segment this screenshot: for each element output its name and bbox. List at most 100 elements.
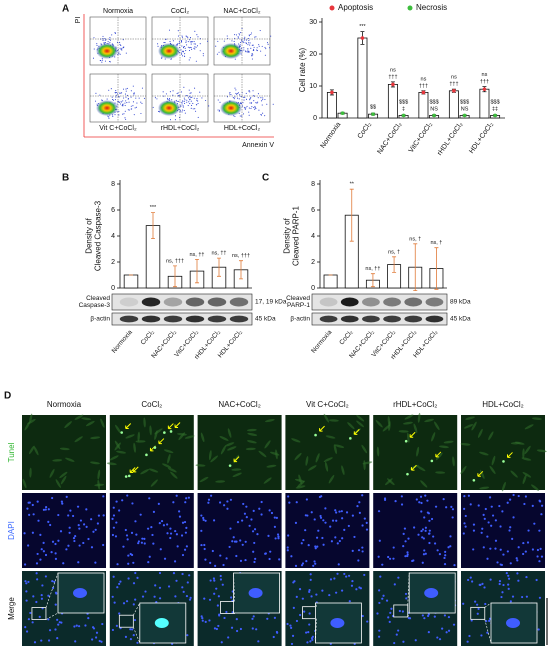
event-dot bbox=[199, 50, 201, 52]
event-dot bbox=[258, 109, 260, 111]
event-dot bbox=[138, 97, 140, 99]
event-dot bbox=[191, 48, 193, 50]
nucleus bbox=[494, 539, 498, 542]
nucleus bbox=[209, 561, 212, 564]
event-dot bbox=[169, 119, 172, 121]
cell-glow bbox=[224, 442, 235, 447]
legend-label: Apoptosis bbox=[338, 3, 373, 12]
nucleus bbox=[420, 529, 423, 533]
nucleus bbox=[181, 521, 185, 524]
nucleus bbox=[122, 602, 126, 605]
nucleus bbox=[100, 640, 103, 643]
event-dot bbox=[189, 41, 191, 43]
y-tick-label: 0 bbox=[311, 285, 315, 292]
nucleus bbox=[421, 536, 424, 539]
event-dot bbox=[124, 110, 126, 112]
cell-glow bbox=[522, 448, 525, 459]
nucleus bbox=[44, 553, 48, 557]
event-dot bbox=[257, 97, 259, 99]
image-bg bbox=[373, 493, 458, 568]
nucleus bbox=[378, 629, 381, 632]
event-dot bbox=[132, 85, 134, 87]
nucleus bbox=[309, 578, 312, 581]
y-tick-label: 0 bbox=[313, 115, 317, 122]
cell-glow bbox=[510, 470, 518, 478]
event-dot bbox=[237, 92, 239, 95]
nucleus bbox=[289, 624, 292, 627]
bar bbox=[479, 88, 490, 119]
x-tick-label: Normoxia bbox=[310, 329, 333, 355]
event-dot bbox=[237, 37, 239, 39]
nucleus bbox=[253, 560, 256, 564]
event-dot bbox=[256, 50, 259, 52]
nucleus bbox=[222, 563, 225, 567]
event-dot bbox=[118, 114, 120, 116]
event-dot bbox=[115, 89, 117, 92]
arrow bbox=[353, 429, 360, 435]
cell-glow bbox=[167, 467, 177, 473]
nucleus bbox=[131, 502, 134, 505]
nucleus bbox=[241, 543, 244, 546]
nucleus bbox=[286, 546, 289, 549]
value-dot bbox=[330, 90, 334, 95]
nucleus bbox=[358, 511, 361, 514]
nucleus bbox=[355, 588, 358, 591]
nucleus bbox=[207, 498, 211, 501]
nucleus bbox=[390, 607, 393, 610]
nucleus bbox=[169, 536, 172, 540]
cell-glow bbox=[324, 461, 329, 472]
event-dot bbox=[182, 105, 184, 107]
nucleus bbox=[187, 496, 190, 499]
event-dot bbox=[253, 100, 255, 102]
cell-glow bbox=[416, 465, 426, 472]
cell-glow bbox=[298, 474, 302, 485]
nucleus bbox=[77, 524, 80, 527]
event-dot bbox=[234, 58, 236, 60]
event-dot bbox=[121, 47, 123, 49]
nucleus bbox=[290, 626, 293, 629]
y-tick-label: 8 bbox=[311, 181, 315, 188]
nucleus bbox=[313, 518, 316, 521]
nucleus bbox=[490, 524, 493, 527]
nucleus bbox=[172, 501, 175, 504]
event-dot bbox=[251, 58, 253, 60]
nucleus bbox=[219, 578, 223, 581]
event-dot bbox=[191, 104, 193, 107]
nucleus bbox=[451, 508, 455, 511]
nucleus bbox=[418, 501, 421, 504]
density-core bbox=[158, 100, 180, 116]
nucleus bbox=[28, 513, 31, 516]
nucleus bbox=[488, 619, 491, 623]
error-bar bbox=[413, 243, 418, 291]
nucleus bbox=[60, 621, 63, 624]
event-dot bbox=[109, 61, 111, 63]
cell-glow bbox=[522, 474, 527, 485]
event-dot bbox=[247, 38, 249, 40]
nucleus bbox=[482, 546, 485, 549]
nucleus bbox=[153, 595, 156, 598]
significance-mark: ns, † bbox=[430, 240, 442, 246]
nucleus bbox=[111, 533, 115, 537]
x-tick-label: VitC+CoCl₂ bbox=[408, 121, 434, 154]
density-core bbox=[96, 43, 118, 59]
event-dot bbox=[189, 92, 191, 94]
nucleus bbox=[54, 542, 57, 546]
event-dot bbox=[240, 103, 242, 105]
nucleus bbox=[345, 511, 349, 514]
nucleus bbox=[54, 628, 57, 631]
event-dot bbox=[185, 41, 187, 43]
nucleus bbox=[394, 500, 397, 503]
tunel-positive bbox=[406, 472, 409, 476]
event-dot bbox=[120, 44, 122, 47]
image-bg bbox=[197, 493, 282, 568]
nucleus bbox=[395, 633, 398, 636]
nucleus bbox=[441, 627, 444, 630]
tunel-positive bbox=[145, 453, 148, 457]
nucleus bbox=[443, 614, 447, 617]
nucleus bbox=[200, 514, 203, 517]
event-dot bbox=[188, 97, 190, 99]
nucleus bbox=[134, 598, 137, 601]
nucleus bbox=[424, 552, 427, 555]
cell-glow bbox=[435, 452, 443, 461]
cell-glow bbox=[49, 468, 55, 478]
